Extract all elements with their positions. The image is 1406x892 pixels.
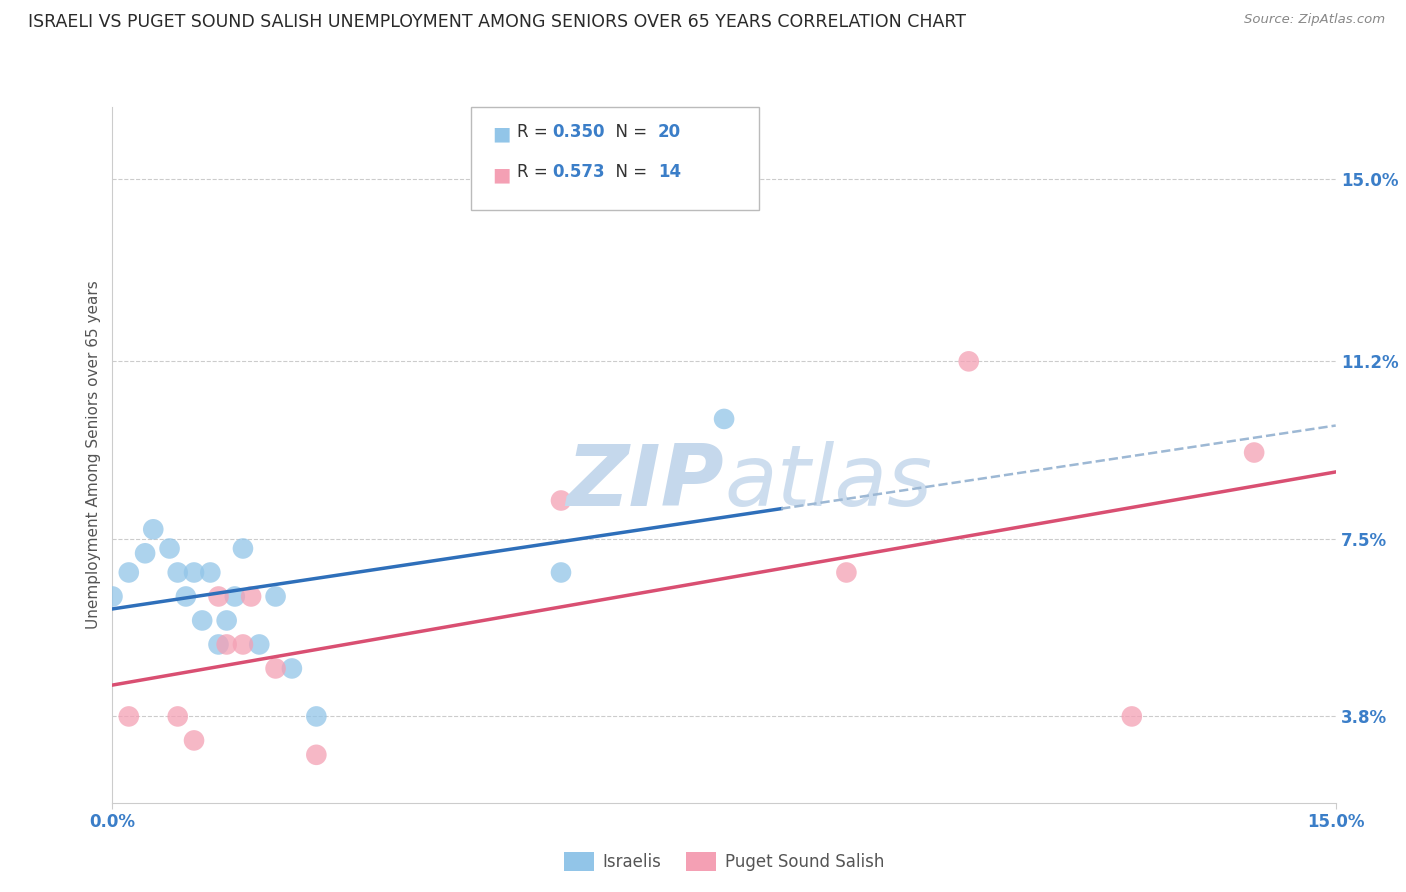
Point	[1121, 709, 1143, 723]
Point	[224, 590, 246, 604]
Point	[835, 566, 858, 580]
Point	[118, 709, 141, 723]
Point	[166, 709, 188, 723]
Point	[550, 566, 572, 580]
Point	[142, 522, 165, 536]
Point	[191, 614, 214, 628]
Point	[232, 541, 254, 556]
Point	[264, 661, 287, 675]
Text: N =: N =	[605, 163, 652, 181]
Point	[159, 541, 181, 556]
Text: 14: 14	[658, 163, 681, 181]
Point	[215, 637, 238, 651]
Text: N =: N =	[605, 123, 652, 141]
Point	[174, 590, 197, 604]
Point	[101, 590, 124, 604]
Text: Source: ZipAtlas.com: Source: ZipAtlas.com	[1244, 13, 1385, 27]
Point	[957, 354, 980, 368]
Text: 0.350: 0.350	[553, 123, 605, 141]
Text: R =: R =	[517, 163, 554, 181]
Point	[281, 661, 304, 675]
Point	[247, 637, 270, 651]
Point	[232, 637, 254, 651]
Text: ■: ■	[492, 165, 510, 184]
Point	[183, 566, 205, 580]
Point	[207, 637, 229, 651]
Text: ISRAELI VS PUGET SOUND SALISH UNEMPLOYMENT AMONG SENIORS OVER 65 YEARS CORRELATI: ISRAELI VS PUGET SOUND SALISH UNEMPLOYME…	[28, 13, 966, 31]
Text: 0.573: 0.573	[553, 163, 605, 181]
Point	[550, 493, 572, 508]
Text: ■: ■	[492, 125, 510, 144]
Point	[305, 709, 328, 723]
Point	[118, 566, 141, 580]
Point	[207, 590, 229, 604]
Point	[240, 590, 263, 604]
Point	[1243, 445, 1265, 459]
Point	[713, 412, 735, 426]
Text: ZIP: ZIP	[567, 442, 724, 524]
Point	[134, 546, 156, 560]
Legend: Israelis, Puget Sound Salish: Israelis, Puget Sound Salish	[557, 846, 891, 878]
Text: R =: R =	[517, 123, 554, 141]
Point	[264, 590, 287, 604]
Point	[200, 566, 222, 580]
Point	[183, 733, 205, 747]
Text: 20: 20	[658, 123, 681, 141]
Point	[305, 747, 328, 762]
Point	[215, 614, 238, 628]
Point	[166, 566, 188, 580]
Text: atlas: atlas	[724, 442, 932, 524]
Y-axis label: Unemployment Among Seniors over 65 years: Unemployment Among Seniors over 65 years	[86, 281, 101, 629]
